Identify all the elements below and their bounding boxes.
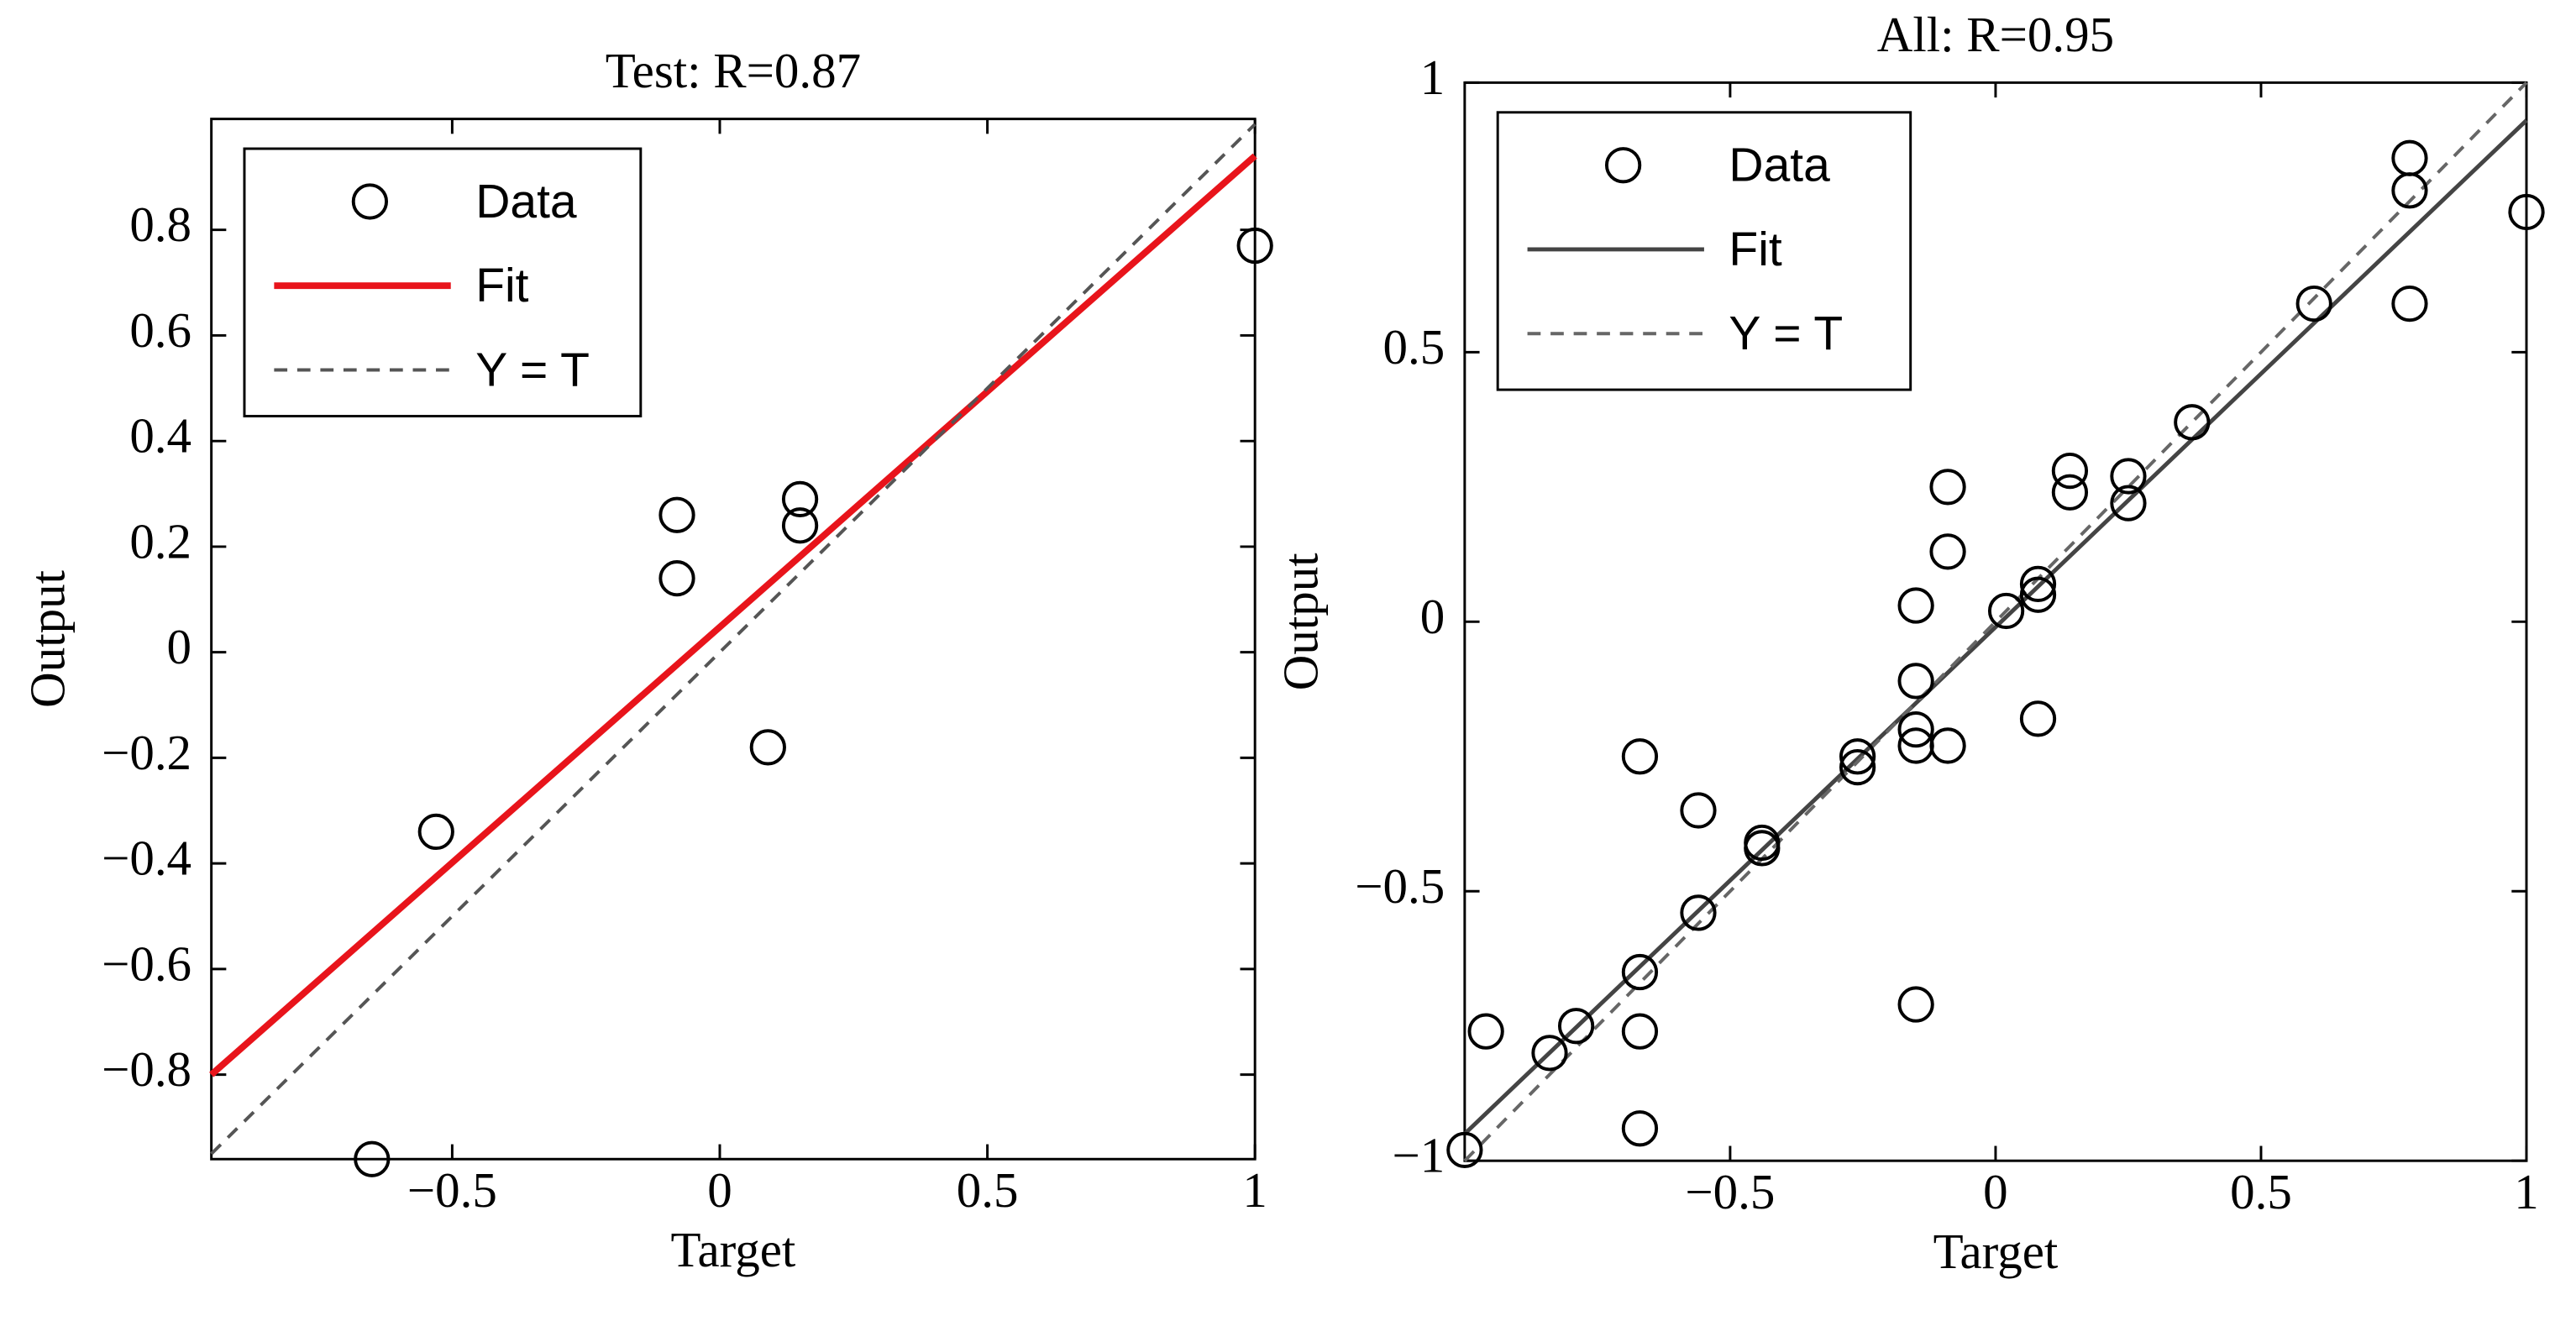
x-tick-label: 1 [2514,1164,2538,1219]
data-point [1929,469,1966,506]
y-tick-label: 0.2 [129,513,191,569]
y-tick-label: 0.6 [129,302,191,358]
data-point [2391,172,2428,209]
y-tick-label: 0 [167,619,191,674]
legend-label: Y = T [475,343,590,396]
data-point [2508,193,2545,231]
data-point [781,507,819,544]
legend: Data Fit Y = T [1496,111,1912,391]
legend-label: Fit [475,259,528,312]
data-point [1621,1013,1659,1050]
data-point [1467,1013,1504,1050]
data-point [1929,727,1966,764]
x-tick-label: 1 [1242,1162,1267,1218]
data-point [1839,748,1876,786]
data-point [1557,1008,1595,1045]
data-point [749,729,786,766]
legend-label: Data [475,175,577,228]
identity-line [1463,81,2528,1162]
data-point [2019,565,2057,602]
data-point [1621,738,1659,775]
chart-title: Test: R=0.87 [606,43,861,98]
y-tick-label: −0.2 [102,725,191,780]
x-axis-label: Target [1933,1224,2059,1279]
subplot: Test: R=0.87 Target Output −0.5 0 0.5 1 −0.8 −0.… [19,43,1273,1277]
y-axis-label: Output [19,569,75,707]
data-point [1446,1131,1483,1168]
data-point [1929,533,1966,570]
legend-swatch [351,183,389,220]
data-point [417,813,454,851]
legend-label: Y = T [1729,307,1843,360]
subplot: All: R=0.95 Target Output −0.5 0 0.5 1 −1 −0.5 0 0… [1273,7,2545,1279]
data-point [1531,1035,1568,1072]
y-tick-label: −0.5 [1355,858,1445,914]
x-tick-label: −0.5 [1685,1164,1775,1219]
chart-title: All: R=0.95 [1877,7,2114,62]
data-point [1680,894,1717,931]
data-point [1621,1110,1659,1147]
y-tick-label: −0.6 [102,936,191,991]
fit-line [209,153,1257,1077]
legend-label: Fit [1729,223,1781,276]
data-point [2019,576,2057,613]
x-tick-label: 0.5 [2230,1164,2292,1219]
fit-line [1463,118,2528,1135]
y-axis-label: Output [1273,553,1329,690]
data-point [1897,986,1934,1023]
y-tick-label: −1 [1393,1128,1445,1183]
legend-swatch [1604,147,1642,184]
y-tick-label: 0.4 [129,408,191,464]
y-tick-label: −0.4 [102,831,191,886]
data-point [658,496,695,533]
legend-label: Data [1729,139,1830,192]
x-tick-label: 0.5 [957,1162,1019,1218]
data-point [1236,227,1273,265]
x-tick-label: 0 [707,1162,732,1218]
data-point [1897,711,1934,748]
x-tick-label: −0.5 [407,1162,497,1218]
data-point [2110,458,2147,495]
data-point [354,1140,391,1177]
y-tick-label: 0.5 [1383,319,1445,375]
identity-line [210,123,1257,1156]
data-point [2295,285,2332,322]
data-point [1897,663,1934,700]
y-tick-label: −0.8 [102,1041,191,1097]
data-point [2174,404,2211,441]
x-axis-label: Target [671,1222,796,1277]
x-tick-label: 0 [1983,1164,2007,1219]
data-point [2051,452,2089,490]
data-point [2051,474,2089,511]
data-point [781,480,819,517]
data-point [1621,953,1659,991]
data-point [1987,592,2025,630]
data-point [2110,485,2147,522]
legend: Data Fit Y = T [243,147,643,418]
data-point [1839,738,1876,775]
data-point [1897,587,1934,624]
data-point [658,560,695,597]
data-point [1744,830,1781,867]
y-tick-label: 0.8 [129,197,191,252]
y-tick-label: 0 [1420,589,1445,644]
y-tick-label: 1 [1420,50,1445,105]
data-point [2391,285,2428,322]
data-point [2019,700,2057,737]
data-point [1680,792,1717,829]
